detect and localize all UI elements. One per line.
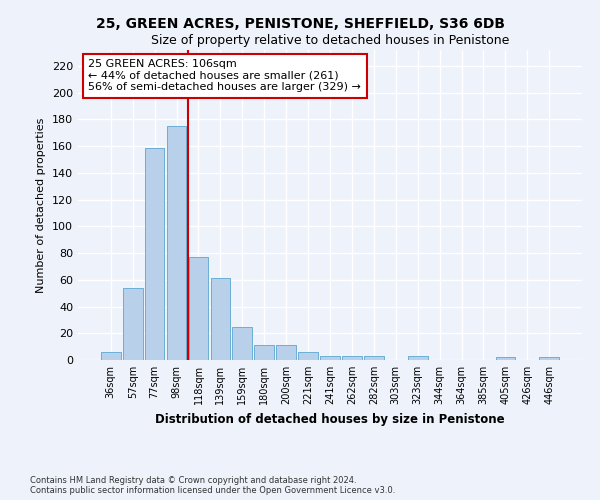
Bar bbox=[298, 352, 318, 360]
Bar bbox=[408, 356, 428, 360]
Bar bbox=[342, 356, 362, 360]
Bar bbox=[539, 358, 559, 360]
Text: Contains HM Land Registry data © Crown copyright and database right 2024.
Contai: Contains HM Land Registry data © Crown c… bbox=[30, 476, 395, 495]
Y-axis label: Number of detached properties: Number of detached properties bbox=[37, 118, 46, 292]
Bar bbox=[276, 346, 296, 360]
Title: Size of property relative to detached houses in Penistone: Size of property relative to detached ho… bbox=[151, 34, 509, 48]
Bar bbox=[167, 126, 187, 360]
Bar bbox=[211, 278, 230, 360]
Text: 25 GREEN ACRES: 106sqm
← 44% of detached houses are smaller (261)
56% of semi-de: 25 GREEN ACRES: 106sqm ← 44% of detached… bbox=[88, 60, 361, 92]
Text: 25, GREEN ACRES, PENISTONE, SHEFFIELD, S36 6DB: 25, GREEN ACRES, PENISTONE, SHEFFIELD, S… bbox=[95, 18, 505, 32]
Bar bbox=[145, 148, 164, 360]
Bar bbox=[254, 346, 274, 360]
Bar bbox=[320, 356, 340, 360]
Bar bbox=[101, 352, 121, 360]
Bar bbox=[123, 288, 143, 360]
Bar bbox=[188, 257, 208, 360]
Bar bbox=[232, 326, 252, 360]
X-axis label: Distribution of detached houses by size in Penistone: Distribution of detached houses by size … bbox=[155, 412, 505, 426]
Bar bbox=[364, 356, 384, 360]
Bar bbox=[496, 358, 515, 360]
